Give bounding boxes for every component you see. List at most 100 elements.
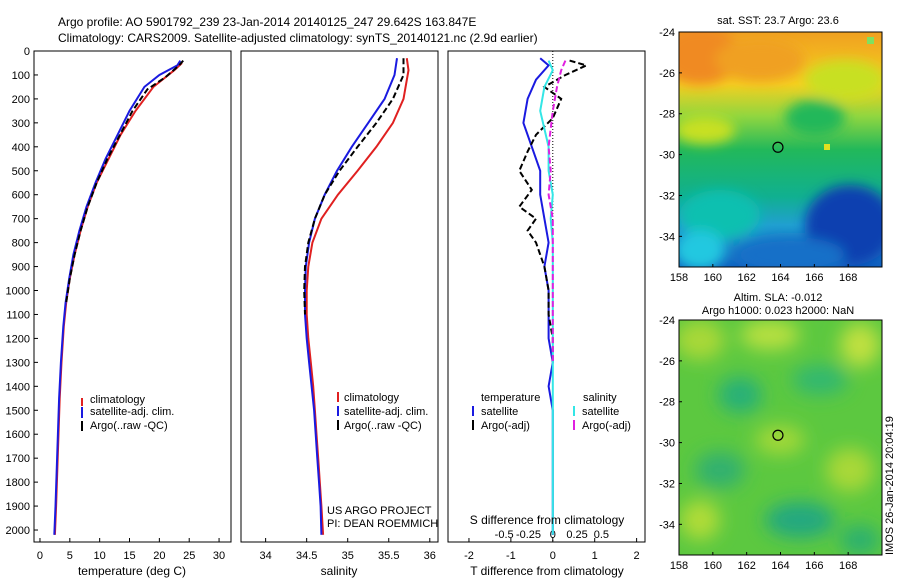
sst-map-title: sat. SST: 23.7 Argo: 23.6 [717,15,839,27]
x-tick-label: 2 [634,550,640,562]
y-tick-label: 1300 [6,357,30,369]
sst-map-axes: 158 160 162 164 166 168 -24 -26 -28 -30 -32 -34 [659,27,857,284]
sla-map-title: Altim. SLA: -0.012 [734,292,823,304]
project-annotation: US ARGO PROJECT [327,505,432,517]
legend-label-climatology: climatology [90,394,146,406]
map-y-tick-label: -34 [659,519,675,531]
figure-title-line1: Argo profile: AO 5901792_239 23-Jan-2014… [58,15,476,29]
sla-map-subtitle: Argo h1000: 0.023 h2000: NaN [702,305,854,317]
map-y-tick-label: -24 [659,315,675,327]
y-tick-label: 1400 [6,381,30,393]
map-x-tick-label: 162 [737,560,755,572]
x-top-tick-label: -0.25 [516,529,541,541]
x-tick-label: 25 [183,550,195,562]
salinity-panel-frame [240,50,439,543]
map-x-tick-label: 168 [839,560,857,572]
salinity-plot: 34 34.5 35 35.5 36 [260,58,436,562]
t-difference-xlabel: T difference from climatology [470,564,624,578]
x-tick-label: 30 [213,550,225,562]
y-tick-label: 200 [12,94,30,106]
x-tick-label: 35 [342,550,354,562]
y-tick-label: 500 [12,166,30,178]
legend-header-salinity: salinity [583,392,617,404]
x-tick-label: 36 [424,550,436,562]
series-satellite-adj-clim [304,58,398,535]
pi-annotation: PI: DEAN ROEMMICH [327,518,438,530]
y-tick-label: 1500 [6,405,30,417]
temperature-legend: climatology satellite-adj. clim. Argo(..… [81,394,174,432]
map-y-tick-label: -26 [659,356,675,368]
x-tick-label: 20 [153,550,165,562]
x-tick-label: 34.5 [296,550,317,562]
y-tick-label: 600 [12,190,30,202]
salinity-legend: climatology satellite-adj. clim. Argo(..… [337,392,428,432]
x-tick-label: 35.5 [378,550,399,562]
temperature-xlabel: temperature (deg C) [78,564,186,578]
map-y-tick-label: -30 [659,438,675,450]
map-y-tick-label: -28 [659,109,675,121]
x-tick-label: 5 [67,550,73,562]
s-difference-xlabel: S difference from climatology [470,513,625,527]
legend-label-s-satellite: satellite [582,406,619,418]
y-tick-label: 400 [12,142,30,154]
map-y-tick-label: -28 [659,397,675,409]
argo-float-marker [772,429,784,441]
x-tick-label: 0 [550,550,556,562]
y-tick-label: 300 [12,118,30,130]
x-tick-label: 1 [592,550,598,562]
x-tick-label: -2 [464,550,474,562]
side-timestamp-label: IMOS 26-Jan-2014 20:04:19 [884,416,896,555]
y-tick-label: 2000 [6,525,30,537]
x-top-tick-label: -0.5 [495,529,514,541]
x-top-tick-label: 0.25 [566,529,587,541]
map-y-tick-label: -30 [659,150,675,162]
x-top-tick-label: 0.5 [594,529,609,541]
y-tick-label: 1800 [6,477,30,489]
y-tick-label: 1100 [6,309,30,321]
legend-label-t-argo: Argo(-adj) [481,420,530,432]
map-x-tick-label: 164 [771,560,789,572]
map-x-tick-label: 162 [737,272,755,284]
x-tick-label: 15 [123,550,135,562]
map-y-tick-label: -32 [659,190,675,202]
series-satellite [539,60,554,535]
figure-title-line2: Climatology: CARS2009. Satellite-adjuste… [58,31,538,45]
difference-panel-frame [447,50,646,543]
series-argo-raw-qc [303,58,405,315]
difference-legend: temperature salinity satellite Argo(-adj… [472,392,631,432]
legend-label-satellite: satellite-adj. clim. [90,406,174,418]
argo-float-marker [772,141,784,153]
map-y-tick-label: -34 [659,231,675,243]
sst-map-image [679,32,882,267]
sla-map-axes: 158 160 162 164 166 168 -24 -26 -28 -30 -32 -34 [659,315,857,572]
y-tick-label: 0 [24,46,30,58]
y-tick-label: 100 [12,70,30,82]
y-tick-label: 800 [12,238,30,250]
series-argo-raw-qc [65,59,184,303]
x-tick-label: 34 [260,550,272,562]
x-tick-label: -1 [506,550,516,562]
map-x-tick-label: 158 [670,560,688,572]
x-tick-label: 0 [37,550,43,562]
map-y-tick-label: -32 [659,478,675,490]
legend-label-argo: Argo(..raw -QC) [90,420,168,432]
legend-label-argo: Argo(..raw -QC) [344,420,422,432]
map-x-tick-label: 166 [805,272,823,284]
salinity-xlabel: salinity [321,564,358,578]
map-y-tick-label: -24 [659,27,675,39]
series-argo-adj [547,60,567,363]
map-x-tick-label: 168 [839,272,857,284]
y-tick-label: 1900 [6,501,30,513]
map-x-tick-label: 158 [670,272,688,284]
series-climatology [305,58,410,535]
y-tick-label: 700 [12,214,30,226]
legend-label-climatology: climatology [344,392,400,404]
legend-label-t-satellite: satellite [481,406,518,418]
map-x-tick-label: 166 [805,560,823,572]
temperature-plot: 0100200300400500600700800900100011001200… [6,46,226,562]
map-x-tick-label: 160 [704,560,722,572]
y-tick-label: 1700 [6,453,30,465]
map-y-tick-label: -26 [659,68,675,80]
